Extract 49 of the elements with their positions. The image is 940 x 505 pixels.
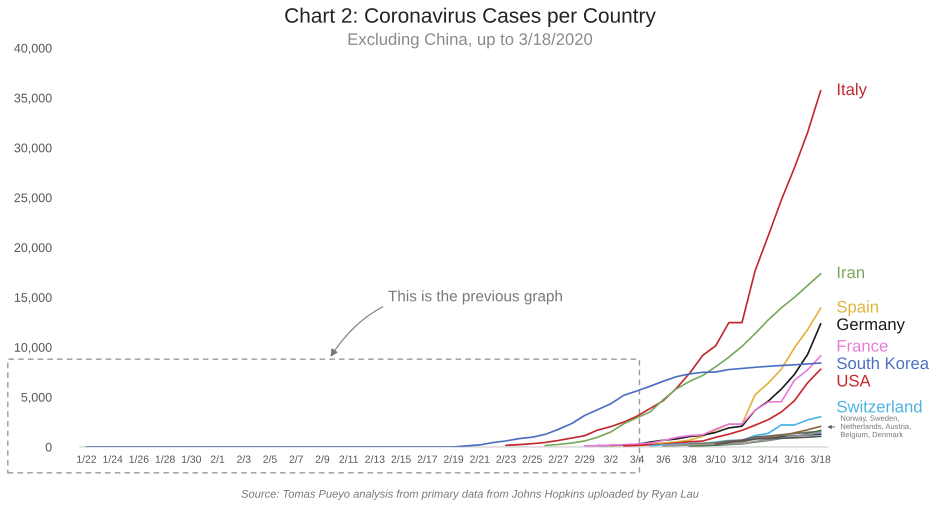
y-tick-label: 20,000 bbox=[14, 243, 52, 254]
x-tick-label: 1/22 bbox=[77, 455, 96, 463]
series-label: Italy bbox=[838, 82, 867, 98]
y-tick-label: 25,000 bbox=[14, 193, 52, 204]
x-tick-label: 1/24 bbox=[103, 455, 123, 463]
x-tick-label: 2/15 bbox=[391, 455, 411, 463]
series-label: USA bbox=[838, 374, 871, 387]
x-tick-label: 2/17 bbox=[418, 455, 437, 463]
x-tick-label: 3/16 bbox=[784, 455, 804, 463]
y-tick-label: 5,000 bbox=[21, 392, 52, 404]
y-tick-label: 10,000 bbox=[14, 342, 52, 354]
y-tick-label: 35,000 bbox=[14, 94, 52, 104]
y-tick-label: 0 bbox=[46, 442, 52, 452]
x-tick-label: 2/5 bbox=[263, 455, 277, 463]
x-tick-label: 2/9 bbox=[316, 455, 330, 463]
x-tick-label: 3/12 bbox=[732, 455, 752, 463]
x-tick-label: 2/13 bbox=[365, 455, 385, 463]
x-tick-label: 2/23 bbox=[496, 455, 516, 463]
annotation: This is the previous graph bbox=[388, 290, 562, 304]
series-label: France bbox=[838, 340, 888, 352]
x-tick-label: 2/29 bbox=[575, 455, 594, 463]
source-note: Source: Tomas Pueyo analysis from primary data from Johns Hopkins uploaded by Ryan Lau bbox=[241, 490, 699, 500]
series-label: Iran bbox=[838, 266, 864, 278]
x-tick-label: 2/27 bbox=[548, 455, 568, 463]
x-tick-label: 2/19 bbox=[444, 455, 464, 463]
x-tick-label: 3/2 bbox=[604, 455, 618, 463]
x-tick-label: 1/30 bbox=[182, 455, 202, 463]
x-tick-label: 1/26 bbox=[130, 455, 149, 463]
x-tick-label: 1/28 bbox=[156, 455, 175, 463]
y-tick-label: 15,000 bbox=[14, 293, 52, 304]
x-tick-label: 3/10 bbox=[706, 455, 726, 463]
chart-title: Chart 2: Coronavirus Cases per Country bbox=[285, 8, 656, 27]
x-tick-label: 3/8 bbox=[682, 455, 696, 463]
series-label: Germany bbox=[837, 318, 905, 334]
series-label: Switzerland bbox=[837, 400, 922, 412]
x-tick-label: 3/14 bbox=[758, 455, 778, 463]
x-tick-label: 2/3 bbox=[237, 455, 251, 463]
x-tick-label: 2/11 bbox=[339, 455, 358, 463]
x-tick-label: 3/18 bbox=[810, 455, 830, 463]
y-tick-label: 30,000 bbox=[14, 144, 52, 154]
x-tick-label: 2/21 bbox=[470, 455, 490, 463]
y-tick-label: 40,000 bbox=[14, 44, 52, 54]
series-label: Spain bbox=[837, 300, 878, 316]
x-tick-label: 2/1 bbox=[210, 455, 224, 463]
x-tick-label: 2/7 bbox=[290, 455, 303, 463]
x-tick-label: 2/25 bbox=[522, 455, 542, 463]
chart-subtitle: Excluding China, up to 3/18/2020 bbox=[348, 32, 592, 48]
x-tick-label: 3/6 bbox=[656, 455, 670, 463]
series-label: South Korea bbox=[837, 356, 930, 370]
